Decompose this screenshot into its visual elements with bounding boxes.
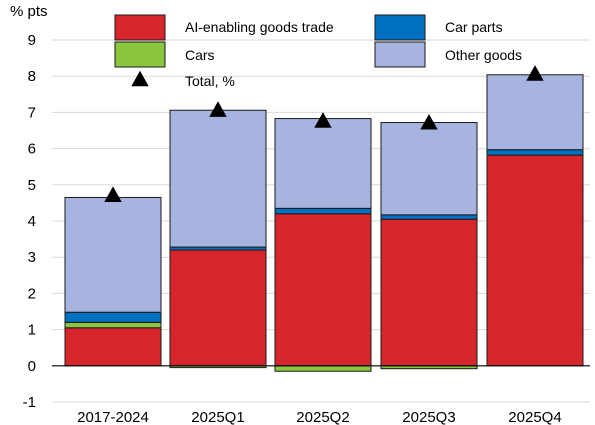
legend-swatch <box>114 14 166 41</box>
y-unit-label: % pts <box>10 3 48 20</box>
axes: -1 0 1 2 3 4 5 6 7 8 9 2017-2024 2025Q1 2025Q2 2025Q3 2… <box>23 32 590 425</box>
legend-label: Total, % <box>185 73 235 89</box>
total-marker <box>314 112 332 128</box>
legend-swatch <box>114 41 166 68</box>
bar-segment <box>380 218 478 367</box>
bar-segment <box>486 149 584 156</box>
bar-segment <box>380 122 478 216</box>
bar-segment <box>169 249 267 367</box>
legend-label: Cars <box>185 47 215 63</box>
legend-total-marker <box>131 70 149 87</box>
bar-segment <box>274 207 372 215</box>
y-tick-label: 2 <box>28 285 36 302</box>
legend-swatch <box>374 41 426 68</box>
bar-segment <box>486 74 584 151</box>
y-tick-label: 3 <box>28 249 36 266</box>
x-tick-label: 2025Q3 <box>402 409 455 425</box>
x-tick-label: 2017-2024 <box>77 409 149 425</box>
total-markers <box>104 65 544 202</box>
legend-label: Other goods <box>445 47 522 63</box>
legend: AI-enabling goods trade Car parts Cars Othe… <box>114 14 522 89</box>
total-marker <box>104 186 122 202</box>
x-tick-label: 2025Q4 <box>508 409 561 425</box>
bar-segment <box>64 311 162 323</box>
y-tick-label: 0 <box>28 358 36 375</box>
x-tick-label: 2025Q1 <box>191 409 244 425</box>
y-tick-label: 7 <box>28 104 36 121</box>
y-tick-label: 1 <box>28 322 36 339</box>
legend-label: AI-enabling goods trade <box>185 19 334 35</box>
bar-segment <box>274 365 372 372</box>
total-marker <box>526 65 544 81</box>
bars <box>64 74 584 372</box>
y-tick-label: 5 <box>28 177 36 194</box>
y-tick-label: 6 <box>28 141 36 158</box>
y-tick-label: 8 <box>28 68 36 85</box>
y-tick-label: 4 <box>28 213 36 230</box>
legend-swatch <box>374 14 426 41</box>
legend-label: Car parts <box>445 19 503 35</box>
y-tick-label: -1 <box>23 394 36 411</box>
x-tick-label: 2025Q2 <box>296 409 349 425</box>
bar-segment <box>64 327 162 367</box>
bar-segment <box>64 321 162 329</box>
bar-segment <box>274 118 372 209</box>
total-marker <box>209 101 227 117</box>
total-marker <box>420 113 438 130</box>
bar-segment <box>274 213 372 367</box>
bar-segment <box>486 154 584 367</box>
y-tick-label: 9 <box>28 32 36 49</box>
bar-segment <box>380 214 478 220</box>
bar-segment <box>169 109 267 248</box>
bar-segment <box>64 196 162 313</box>
